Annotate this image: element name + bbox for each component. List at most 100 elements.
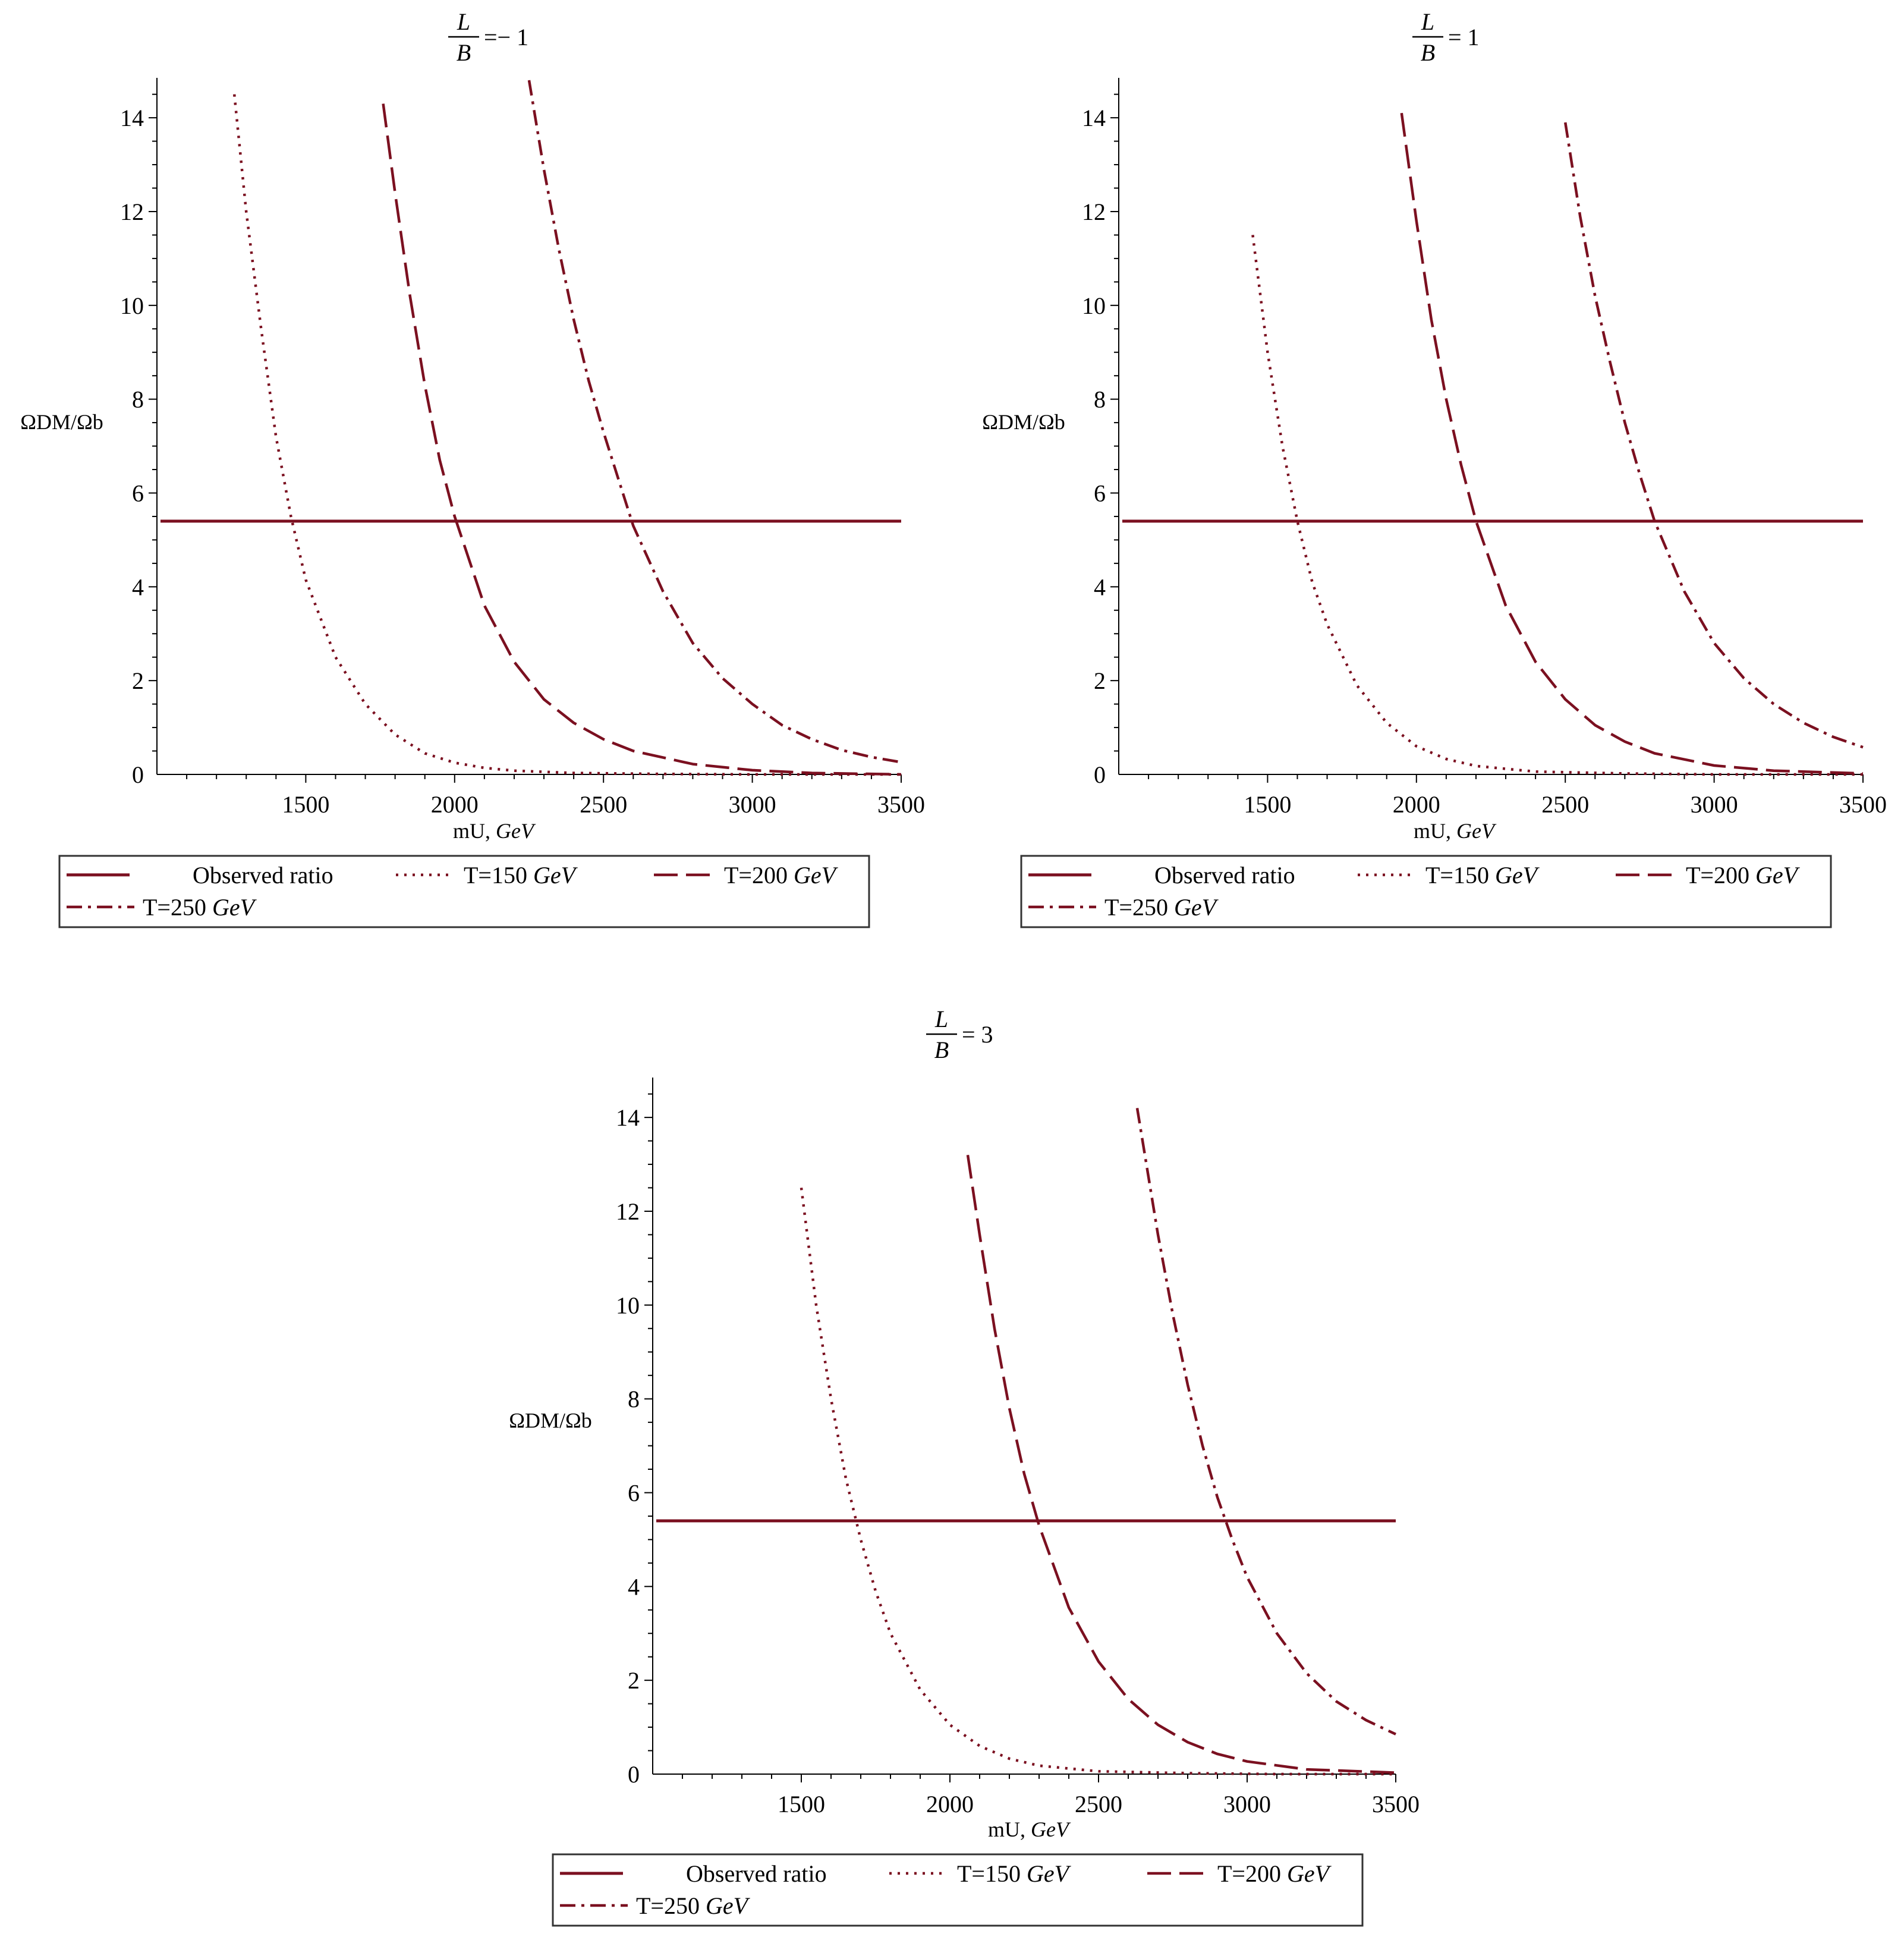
legend-label-t250: T=250 GeV — [636, 1892, 751, 1919]
legend-label-t200-unit: GeV — [1287, 1860, 1332, 1887]
legend-label-observed: Observed ratio — [1154, 862, 1295, 889]
y-tick-label: 2 — [132, 667, 144, 694]
legend-label-t200: T=200 GeV — [1686, 862, 1801, 889]
y-tick-label: 8 — [1094, 386, 1106, 413]
legend-label-t150-text: T=150 — [464, 862, 533, 889]
legend-label-t150-text: T=150 — [1425, 862, 1495, 889]
series-line-t250 — [1135, 1108, 1396, 1735]
legend-label-t200-unit: GeV — [1755, 862, 1801, 889]
y-tick-label: 0 — [1094, 761, 1106, 788]
y-tick-label: 2 — [1094, 667, 1106, 694]
x-axis-label-text: mU, — [988, 1817, 1031, 1841]
y-tick-label: 2 — [628, 1667, 640, 1694]
chart-title: LB =− 1 — [448, 8, 528, 66]
legend-box — [58, 855, 870, 928]
legend-label-t250: T=250 GeV — [1104, 894, 1219, 921]
y-tick-label: 10 — [120, 292, 144, 319]
title-numerator: L — [457, 8, 470, 35]
y-tick-label: 4 — [1094, 574, 1106, 600]
chart-panel-2: 1500 2000 2500 3000 3500 0 2 4 6 8 10 12 14 LB = 1 mU, … — [982, 8, 1887, 928]
x-tick-label: 2000 — [1393, 791, 1440, 818]
x-tick-label: 3500 — [877, 791, 925, 818]
legend-label-t150-text: T=150 — [957, 1860, 1027, 1887]
legend-label-t250-text: T=250 — [143, 894, 212, 921]
y-tick-label: 14 — [1082, 105, 1106, 131]
legend-label-t150-unit: GeV — [1027, 1860, 1072, 1887]
x-tick-label: 3000 — [1691, 791, 1738, 818]
x-tick-label: 1500 — [282, 791, 329, 818]
legend-label-t250-unit: GeV — [212, 894, 257, 921]
legend-label-t200: T=200 GeV — [1217, 1860, 1332, 1887]
x-tick-label: 2500 — [1075, 1791, 1122, 1817]
x-axis-label: mU, GeV — [988, 1817, 1071, 1841]
y-tick-label: 4 — [132, 574, 144, 600]
legend-label-t150: T=150 GeV — [957, 1860, 1072, 1887]
y-tick-label: 6 — [1094, 480, 1106, 506]
chart-panel-3: 1500 2000 2500 3000 3500 0 2 4 6 8 10 12 14 LB = 3 mU, … — [509, 1006, 1420, 1927]
x-tick-label: 3000 — [1223, 1791, 1271, 1817]
x-axis-label-unit: GeV — [496, 819, 536, 843]
x-tick-label: 3500 — [1372, 1791, 1420, 1817]
legend-label-t250-unit: GeV — [706, 1892, 751, 1919]
x-tick-label: 1500 — [1244, 791, 1291, 818]
x-axis-label: mU, GeV — [453, 819, 536, 843]
series-line-t250 — [527, 80, 902, 764]
y-tick-label: 12 — [1082, 199, 1106, 225]
y-tick-label: 8 — [628, 1386, 640, 1413]
y-tick-label: 14 — [120, 105, 144, 131]
legend-label-observed: Observed ratio — [193, 862, 333, 889]
y-axis-label: ΩDM/Ωb — [509, 1409, 592, 1432]
x-tick-label: 2000 — [431, 791, 479, 818]
title-rhs: = 3 — [962, 1021, 993, 1048]
y-tick-label: 12 — [616, 1198, 640, 1225]
x-tick-label: 2000 — [926, 1791, 974, 1817]
series-line-t150 — [800, 1187, 1396, 1776]
legend-label-t250-unit: GeV — [1174, 894, 1219, 921]
y-tick-label: 0 — [628, 1761, 640, 1788]
legend-label-t150-unit: GeV — [1495, 862, 1540, 889]
x-axis-label: mU, GeV — [1414, 819, 1497, 843]
legend-label-t200-text: T=200 — [724, 862, 794, 889]
x-tick-label: 3500 — [1839, 791, 1887, 818]
series-line-t150 — [1251, 235, 1863, 776]
chart-title: LB = 3 — [926, 1006, 993, 1063]
y-tick-label: 6 — [132, 480, 144, 506]
x-tick-label: 2500 — [580, 791, 627, 818]
title-denominator: B — [934, 1037, 949, 1063]
x-tick-label: 3000 — [729, 791, 776, 818]
title-denominator: B — [457, 39, 471, 66]
y-tick-label: 6 — [628, 1479, 640, 1506]
y-axis-label: ΩDM/Ωb — [982, 410, 1065, 434]
series-line-t250 — [1563, 122, 1864, 749]
title-numerator: L — [1421, 8, 1434, 35]
legend-box — [1020, 855, 1832, 928]
legend-box — [552, 1853, 1364, 1927]
y-tick-label: 4 — [628, 1573, 640, 1600]
x-axis-label-text: mU, — [453, 819, 496, 843]
x-tick-label: 2500 — [1541, 791, 1589, 818]
x-axis-label-unit: GeV — [1031, 1817, 1071, 1841]
x-axis-label-text: mU, — [1414, 819, 1456, 843]
y-tick-label: 8 — [132, 386, 144, 413]
legend-label-t250-text: T=250 — [636, 1892, 706, 1919]
y-tick-label: 12 — [120, 199, 144, 225]
legend-label-t150-unit: GeV — [533, 862, 578, 889]
y-axis-label: ΩDM/Ωb — [20, 410, 103, 434]
legend-label-t250-text: T=250 — [1104, 894, 1174, 921]
legend-label-t150: T=150 GeV — [464, 862, 578, 889]
title-numerator: L — [934, 1006, 948, 1032]
y-tick-label: 10 — [616, 1292, 640, 1319]
x-tick-label: 1500 — [778, 1791, 825, 1817]
series-line-t200 — [1400, 112, 1864, 775]
legend-label-t200-text: T=200 — [1217, 1860, 1287, 1887]
legend-label-t200-text: T=200 — [1686, 862, 1755, 889]
legend-label-observed: Observed ratio — [686, 1860, 827, 1887]
series-line-t150 — [232, 94, 901, 776]
title-denominator: B — [1421, 39, 1435, 66]
chart-title: LB = 1 — [1412, 8, 1480, 66]
title-rhs: = 1 — [1448, 24, 1480, 51]
